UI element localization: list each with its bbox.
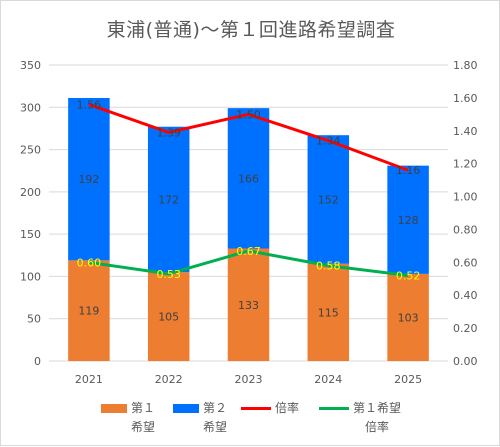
- y-left-tick-label: 0: [34, 355, 41, 368]
- bar-second-choice: [68, 97, 110, 261]
- legend-swatch: [319, 407, 349, 410]
- bar-second-choice-data-label: 166: [238, 172, 259, 185]
- x-tick-label: 2025: [394, 373, 422, 386]
- bar-first-choice: [68, 260, 110, 361]
- y-right-tick-label: 1.00: [453, 191, 478, 204]
- bar-first-choice: [147, 272, 190, 361]
- legend-label: 第１希望 倍率: [353, 401, 402, 434]
- y-right-tick-label: 0.40: [453, 289, 478, 302]
- bar-first-choice-data-label: 115: [318, 306, 339, 319]
- ratio-data-label: 1.50: [236, 108, 261, 121]
- bar-second-choice-data-label: 172: [158, 193, 179, 206]
- x-tick-label: 2021: [75, 373, 103, 386]
- y-right-tick-label: 0.80: [453, 223, 478, 236]
- bar-second-choice: [307, 135, 350, 264]
- ratio-data-label: 1.56: [77, 98, 102, 111]
- y-left-tick-label: 100: [20, 270, 41, 283]
- bar-second-choice: [387, 165, 429, 274]
- legend-label: 第２ 希望: [203, 401, 228, 434]
- bar-first-choice-data-label: 133: [238, 299, 259, 312]
- y-left-tick-label: 250: [20, 144, 41, 157]
- y-right-tick-label: 0.60: [453, 256, 478, 269]
- y-left-tick-label: 350: [20, 59, 41, 72]
- y-right-tick-label: 0.20: [453, 322, 478, 335]
- bar-first-choice: [307, 263, 350, 361]
- ratio-data-label: 1.34: [316, 135, 341, 148]
- chart-title: 東浦(普通)〜第１回進路希望調査: [106, 19, 396, 41]
- first-choice-ratio-data-label: 0.60: [77, 256, 102, 269]
- bar-first-choice: [387, 273, 429, 361]
- legend-swatch: [173, 404, 199, 413]
- legend-label: 倍率: [275, 401, 300, 415]
- first-choice-ratio-data-label: 0.52: [396, 269, 421, 282]
- bar-second-choice-data-label: 128: [398, 214, 419, 227]
- legend-swatch: [101, 404, 127, 413]
- y-left-tick-label: 150: [20, 228, 41, 241]
- x-tick-label: 2024: [314, 373, 342, 386]
- bar-second-choice: [227, 108, 270, 249]
- bar-second-choice: [147, 126, 190, 273]
- first-choice-ratio-data-label: 0.58: [316, 260, 341, 273]
- bar-second-choice-data-label: 152: [318, 193, 339, 206]
- ratio-data-label: 1.16: [396, 164, 421, 177]
- legend-item: 第１希望 倍率: [319, 399, 401, 437]
- bar-first-choice-data-label: 119: [78, 305, 99, 318]
- ratio-data-label: 1.39: [156, 126, 181, 139]
- x-tick-label: 2023: [235, 373, 263, 386]
- y-right-tick-label: 1.40: [453, 125, 478, 138]
- bar-first-choice-data-label: 105: [158, 311, 179, 324]
- first-choice-ratio-data-label: 0.67: [236, 245, 261, 258]
- y-right-tick-label: 1.80: [453, 59, 478, 72]
- x-tick-label: 2022: [155, 373, 183, 386]
- legend-item: 第１ 希望: [101, 399, 155, 437]
- bar-first-choice: [227, 248, 270, 361]
- y-right-tick-label: 1.60: [453, 92, 478, 105]
- y-left-tick-label: 300: [20, 101, 41, 114]
- y-right-tick-label: 0.00: [453, 355, 478, 368]
- legend-label: 第１ 希望: [131, 401, 156, 434]
- first-choice-ratio-line: [88, 249, 409, 277]
- bar-second-choice-data-label: 192: [78, 173, 99, 186]
- y-left-tick-label: 200: [20, 186, 41, 199]
- chart-legend: 第１ 希望 第２ 希望 倍率 第１希望 倍率: [1, 399, 500, 443]
- ratio-line: [88, 103, 409, 172]
- y-right-tick-label: 1.20: [453, 158, 478, 171]
- first-choice-ratio-data-label: 0.53: [156, 268, 181, 281]
- legend-item: 第２ 希望: [173, 399, 227, 437]
- bar-first-choice-data-label: 103: [398, 311, 419, 324]
- legend-swatch: [241, 407, 271, 410]
- y-left-tick-label: 50: [27, 313, 41, 326]
- legend-item: 倍率: [241, 399, 299, 418]
